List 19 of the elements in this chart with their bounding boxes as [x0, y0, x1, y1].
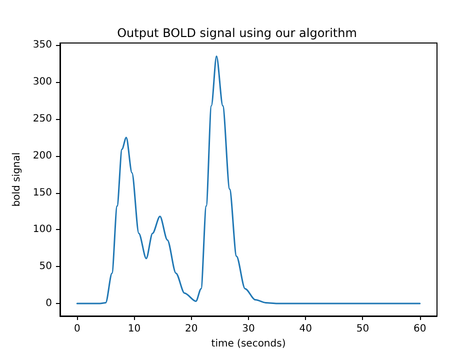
y-tick-label: 100 — [32, 224, 52, 236]
x-tick-label: 40 — [299, 324, 312, 334]
x-tick-label: 10 — [128, 324, 141, 334]
x-tick-label: 20 — [185, 324, 198, 334]
x-tick-label: 50 — [356, 324, 370, 334]
y-tick-label: 300 — [32, 76, 52, 88]
y-tick-label: 250 — [32, 113, 52, 124]
y-tick-label: 50 — [39, 261, 52, 272]
chart-title: Output BOLD signal using our algorithm — [117, 26, 357, 40]
y-tick-label: 350 — [32, 40, 52, 51]
x-tick-label: 60 — [413, 324, 426, 334]
x-tick-label: 0 — [74, 324, 80, 334]
y-axis-title: bold signal — [12, 152, 23, 207]
x-axis-title: time (seconds) — [211, 338, 286, 350]
line-series — [76, 56, 421, 304]
y-tick-label: 0 — [46, 298, 52, 309]
x-tick-label: 30 — [242, 324, 255, 334]
y-tick-label: 200 — [32, 150, 52, 162]
y-tick-label: 150 — [32, 187, 52, 198]
